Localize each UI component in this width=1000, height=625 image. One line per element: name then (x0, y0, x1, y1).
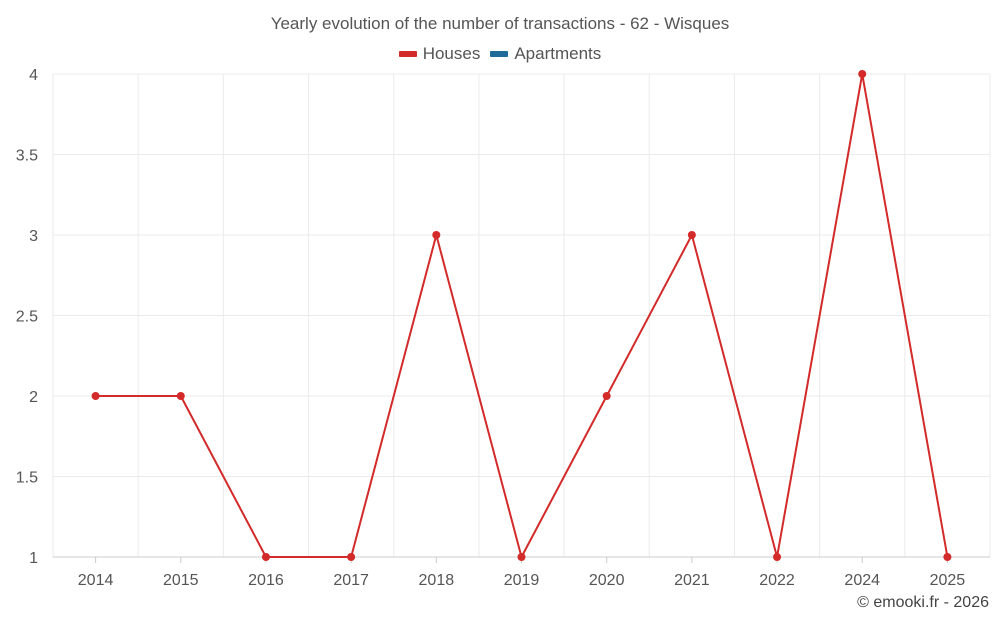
data-point (347, 553, 356, 561)
data-point (176, 392, 185, 400)
x-tick-label: 2017 (333, 572, 369, 589)
legend-item-apartments[interactable]: Apartments (490, 44, 601, 64)
chart-title: Yearly evolution of the number of transa… (270, 14, 730, 33)
y-tick-label: 1 (29, 550, 38, 567)
y-tick-label: 2.5 (16, 309, 38, 326)
x-tick-label: 2018 (419, 572, 455, 589)
data-point (602, 392, 611, 400)
legend: Houses Apartments (0, 44, 1000, 64)
x-tick-label: 2024 (844, 572, 880, 589)
x-tick-label: 2021 (674, 572, 710, 589)
data-point (91, 392, 100, 400)
legend-label-apartments: Apartments (514, 44, 602, 63)
data-point (517, 553, 526, 561)
legend-item-houses[interactable]: Houses (398, 44, 481, 64)
data-point (261, 553, 270, 561)
legend-swatch-houses (398, 51, 417, 57)
data-point (773, 553, 782, 561)
data-point (858, 70, 867, 78)
credit-text: © emooki.fr - 2026 (857, 594, 989, 611)
y-tick-label: 1.5 (16, 470, 38, 487)
legend-swatch-apartments (490, 51, 509, 57)
data-point (432, 231, 441, 239)
x-tick-label: 2020 (589, 572, 625, 589)
y-tick-label: 3 (29, 228, 38, 245)
x-tick-label: 2014 (78, 572, 114, 589)
y-tick-label: 3.5 (16, 148, 38, 165)
legend-label-houses: Houses (422, 44, 481, 63)
y-tick-label: 4 (29, 67, 38, 84)
y-tick-label: 2 (29, 389, 38, 406)
data-point (687, 231, 696, 239)
x-tick-label: 2025 (930, 572, 966, 589)
x-tick-label: 2016 (248, 572, 284, 589)
x-tick-label: 2015 (163, 572, 199, 589)
x-tick-label: 2019 (504, 572, 540, 589)
data-point (943, 553, 952, 561)
x-tick-label: 2022 (759, 572, 795, 589)
